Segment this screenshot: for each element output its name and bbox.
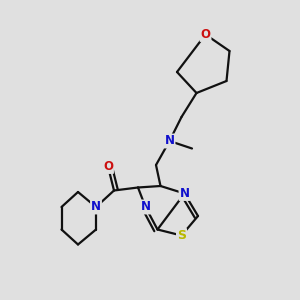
Text: N: N [179, 187, 190, 200]
Text: O: O [200, 28, 211, 41]
Text: N: N [91, 200, 101, 214]
Text: S: S [177, 229, 186, 242]
Text: N: N [164, 134, 175, 148]
Text: O: O [103, 160, 113, 173]
Text: N: N [140, 200, 151, 214]
